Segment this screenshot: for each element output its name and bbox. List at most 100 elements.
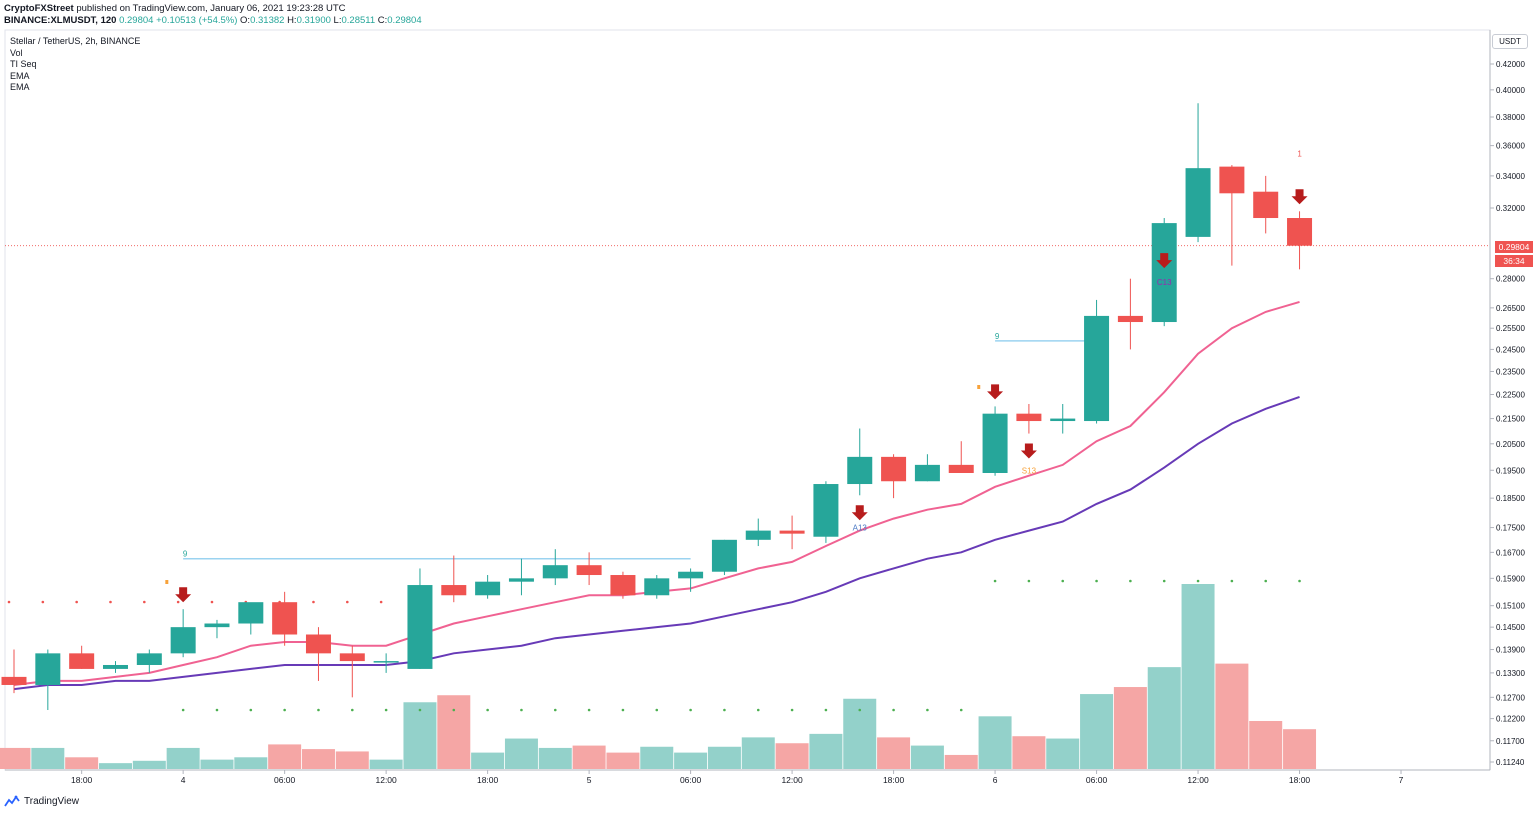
volume-bar	[437, 695, 471, 769]
time-tick-label: 18:00	[883, 775, 905, 785]
candle-body	[1084, 315, 1110, 422]
candle-body	[272, 602, 298, 635]
volume-bar	[674, 752, 708, 769]
candle-body	[305, 634, 331, 654]
time-tick-label: 12:00	[1187, 775, 1209, 785]
high-label: H:	[287, 15, 297, 26]
volume-bar	[132, 760, 166, 769]
candle-body	[576, 565, 602, 576]
footer-brand[interactable]: TradingView	[24, 795, 80, 807]
candle-body	[35, 653, 61, 685]
time-tick-label: 18:00	[477, 775, 499, 785]
support-dot	[1095, 579, 1098, 583]
resistance-dot	[41, 600, 45, 604]
support-dot	[790, 708, 794, 712]
price-tick-label: 0.15100	[1496, 602, 1525, 611]
support-dot	[824, 708, 828, 712]
publisher-name[interactable]: CryptoFXStreet	[4, 3, 74, 14]
volume-bar	[1147, 667, 1181, 769]
price-tick-label: 0.11700	[1496, 737, 1525, 746]
resistance-dot	[109, 600, 112, 604]
time-tick-label: 5	[587, 775, 592, 785]
support-dot	[317, 708, 320, 712]
time-tick-label: 18:00	[71, 775, 93, 785]
candle-body	[678, 571, 704, 579]
volume-bar	[369, 759, 403, 769]
resistance-dot	[7, 600, 11, 604]
volume-bar	[98, 763, 132, 769]
candle-body	[881, 456, 907, 482]
volume-bar	[606, 752, 640, 769]
candle-body	[475, 581, 501, 596]
price-tick-label: 0.40000	[1496, 86, 1525, 95]
candle-body	[441, 585, 467, 596]
candle-body	[136, 653, 162, 665]
candle-body	[170, 627, 196, 654]
volume-bar	[1113, 687, 1147, 769]
price-tick-label: 0.28000	[1496, 275, 1525, 284]
support-dot	[993, 579, 997, 583]
price-tick-label: 0.18500	[1496, 494, 1525, 503]
volume-bar	[301, 749, 335, 769]
volume-bar	[1046, 738, 1080, 769]
support-dot	[1230, 579, 1234, 583]
support-dot	[689, 708, 692, 712]
sell-arrow-icon	[1156, 253, 1173, 269]
volume-bar	[1181, 584, 1215, 769]
support-dot	[1196, 579, 1200, 583]
setup-count-marker	[977, 385, 981, 389]
volume-bar	[910, 745, 944, 769]
resistance-dot	[346, 600, 349, 604]
volume-bar	[234, 757, 268, 769]
low-value: 0.28511	[341, 15, 376, 26]
seq-label: S13	[1022, 467, 1037, 476]
candle-body	[407, 585, 433, 669]
volume-bar	[31, 747, 65, 769]
candle-body	[238, 602, 264, 624]
price-tick-label: 0.11240	[1496, 758, 1525, 767]
candle-body	[982, 413, 1008, 473]
volume-bar	[944, 754, 978, 769]
support-dot	[621, 708, 625, 712]
support-dot	[215, 708, 219, 712]
price-tick-label: 0.13300	[1496, 669, 1525, 678]
legend-item-vol[interactable]: Vol	[10, 47, 23, 58]
legend-item-ti-seq[interactable]: TI Seq	[10, 59, 37, 69]
price-tick-label: 0.34000	[1496, 172, 1525, 181]
sell-arrow-icon	[1020, 443, 1037, 459]
volume-bar	[1080, 694, 1114, 769]
support-dot	[926, 708, 929, 712]
support-dot	[351, 708, 354, 712]
sell-arrow-icon	[175, 587, 192, 603]
price-tick-label: 0.23500	[1496, 367, 1525, 376]
sell-arrow-icon	[851, 505, 868, 521]
support-dot	[486, 708, 489, 712]
volume-bar	[65, 757, 99, 769]
support-dot	[1129, 579, 1132, 583]
seq-label: C13	[1157, 278, 1172, 287]
candle-body	[779, 530, 805, 534]
resistance-dot	[379, 600, 383, 604]
close-value: 0.29804	[387, 15, 422, 26]
legend-item-ema-fast[interactable]: EMA	[10, 70, 30, 81]
volume-bar	[741, 737, 775, 769]
open-label: O:	[240, 15, 251, 26]
candle-body	[1253, 191, 1279, 219]
candle-body	[1219, 166, 1245, 194]
sell-arrow-icon	[1291, 189, 1308, 205]
price-tick-label: 0.22500	[1496, 390, 1525, 399]
volume-bar	[471, 752, 505, 769]
candle-body	[542, 565, 568, 579]
volume-bar	[403, 702, 437, 769]
volume-bar	[572, 745, 606, 769]
open-value: 0.31382	[250, 15, 285, 26]
currency-unit-button[interactable]: USDT	[1492, 34, 1528, 49]
legend-item-ema-slow[interactable]: EMA	[10, 82, 30, 92]
time-tick-label: 12:00	[781, 775, 803, 785]
volume-bar	[538, 747, 572, 769]
close-label: C:	[377, 15, 388, 26]
volume-bar	[707, 746, 741, 769]
tradingview-logo-icon[interactable]	[4, 795, 20, 807]
seq-label: 9	[995, 332, 1000, 341]
